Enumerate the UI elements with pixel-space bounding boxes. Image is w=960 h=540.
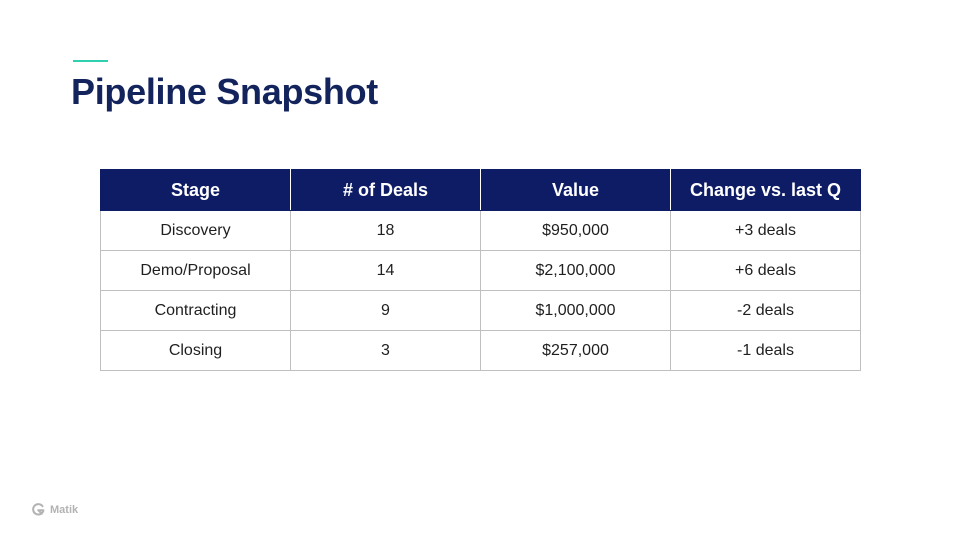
pipeline-table: Stage # of Deals Value Change vs. last Q…: [100, 169, 861, 371]
cell-change: -2 deals: [670, 290, 861, 331]
cell-value: $1,000,000: [480, 290, 671, 331]
table-row: Demo/Proposal 14 $2,100,000 +6 deals: [100, 250, 861, 291]
cell-value: $257,000: [480, 330, 671, 371]
matik-logo-icon: [31, 503, 46, 517]
header-change: Change vs. last Q: [670, 169, 861, 211]
cell-value: $950,000: [480, 210, 671, 251]
header-stage: Stage: [100, 169, 291, 211]
cell-stage: Contracting: [100, 290, 291, 331]
matik-logo-text: Matik: [50, 504, 79, 516]
cell-deal-count: 3: [290, 330, 481, 371]
cell-deal-count: 14: [290, 250, 481, 291]
cell-change: +6 deals: [670, 250, 861, 291]
cell-stage: Closing: [100, 330, 291, 371]
table-row: Discovery 18 $950,000 +3 deals: [100, 210, 861, 251]
cell-change: -1 deals: [670, 330, 861, 371]
cell-deal-count: 18: [290, 210, 481, 251]
cell-change: +3 deals: [670, 210, 861, 251]
header-value: Value: [480, 169, 671, 211]
title-accent-line: [73, 60, 108, 62]
slide-title: Pipeline Snapshot: [71, 71, 378, 112]
pipeline-table-container: Stage # of Deals Value Change vs. last Q…: [100, 169, 861, 371]
matik-logo: Matik: [31, 503, 78, 517]
header-deal-count: # of Deals: [290, 169, 481, 211]
cell-stage: Demo/Proposal: [100, 250, 291, 291]
table-header-row: Stage # of Deals Value Change vs. last Q: [100, 169, 861, 211]
cell-deal-count: 9: [290, 290, 481, 331]
cell-stage: Discovery: [100, 210, 291, 251]
table-row: Contracting 9 $1,000,000 -2 deals: [100, 290, 861, 331]
cell-value: $2,100,000: [480, 250, 671, 291]
table-row: Closing 3 $257,000 -1 deals: [100, 330, 861, 371]
